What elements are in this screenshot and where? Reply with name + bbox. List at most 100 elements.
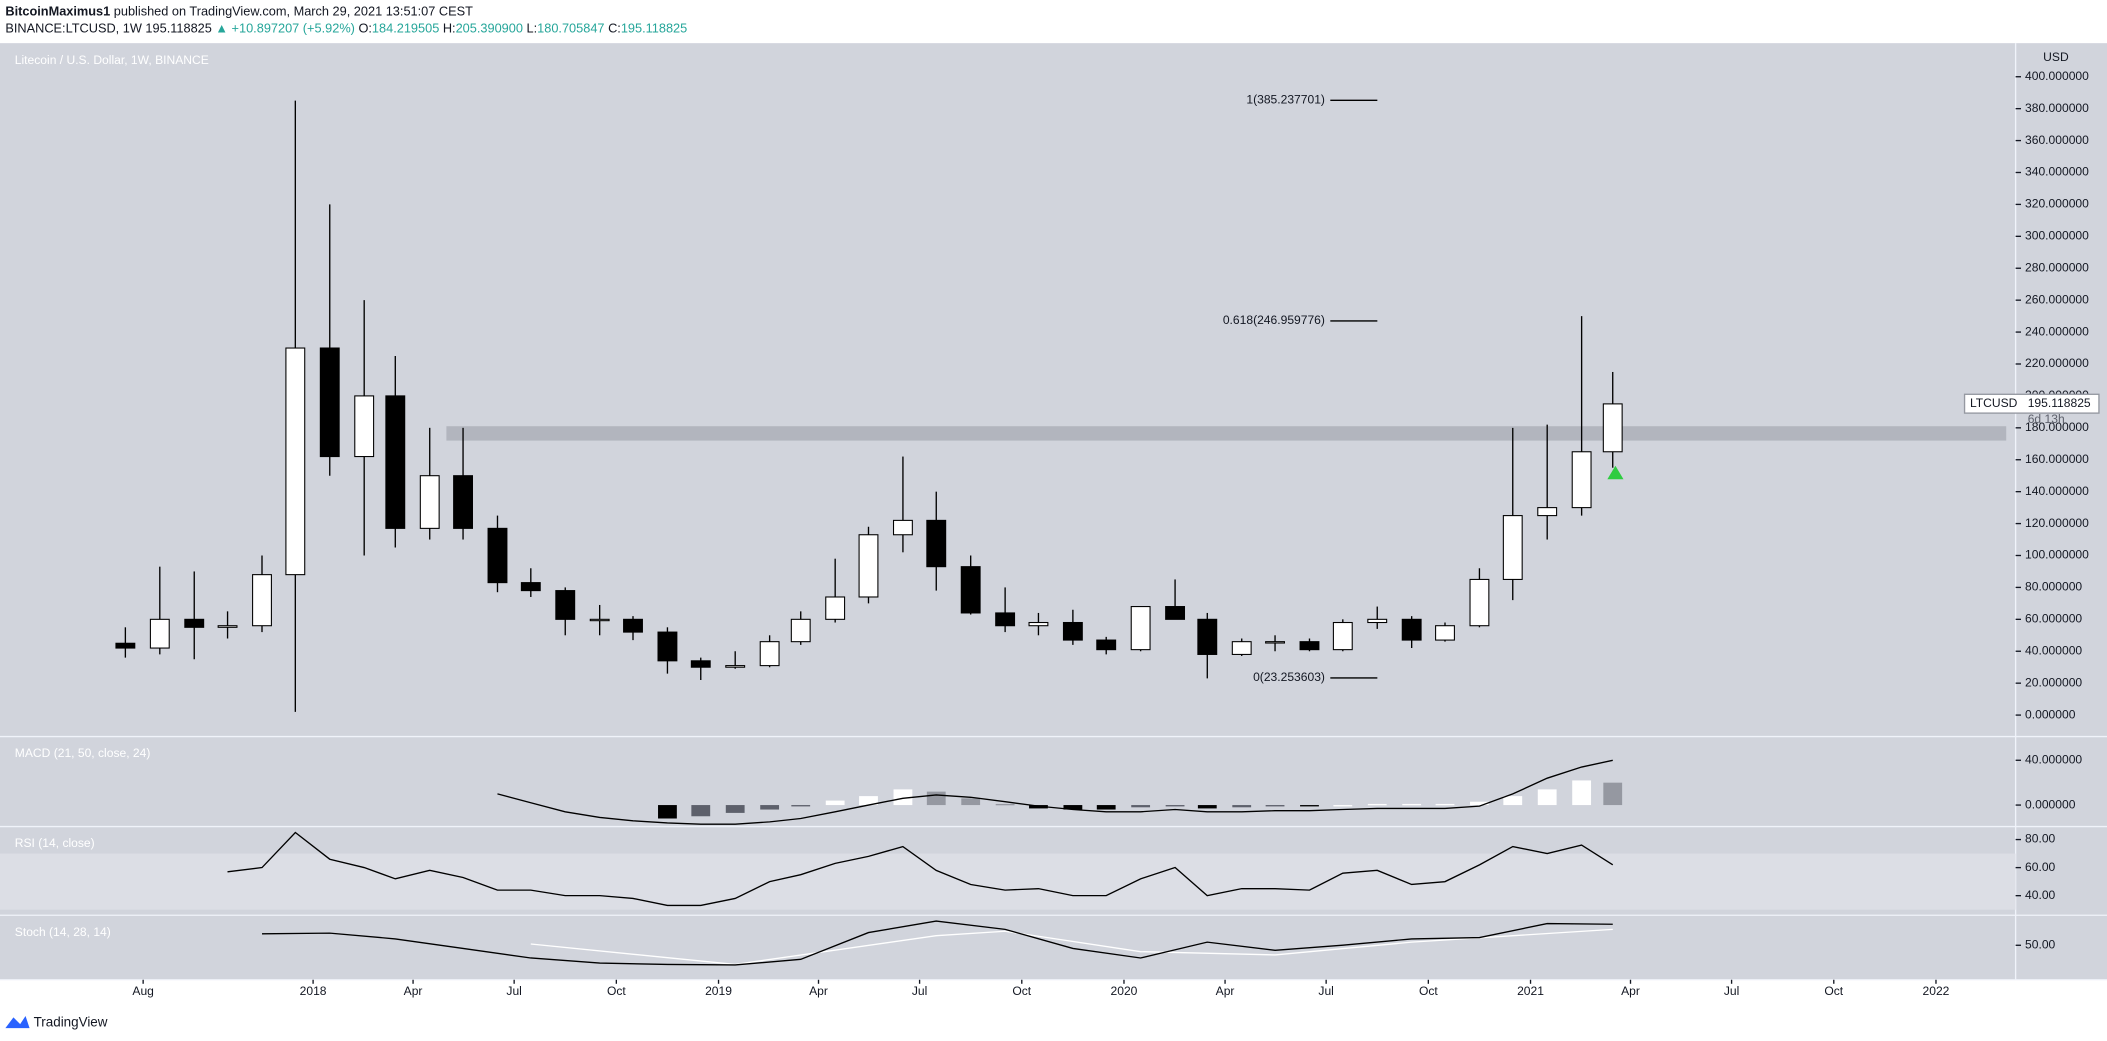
candle-body <box>1571 451 1592 509</box>
candle-body <box>1028 621 1049 627</box>
candle-body <box>690 660 711 668</box>
signal-marker <box>1607 465 1624 480</box>
price-tag-bg <box>1963 393 2100 414</box>
histogram-bar <box>658 805 677 819</box>
candle-body <box>555 590 576 620</box>
y-tick-label: 0.000000 <box>2025 797 2076 811</box>
candle-body <box>1469 578 1490 627</box>
histogram-bar <box>1402 803 1422 806</box>
x-tick-label: Oct <box>607 984 626 998</box>
x-tick-label: Jul <box>1318 984 1333 998</box>
y-tick-label: 120.000000 <box>2025 516 2089 530</box>
histogram-bar <box>1603 782 1623 806</box>
y-tick-label: 220.000000 <box>2025 356 2089 370</box>
histogram-bar <box>1470 801 1489 806</box>
indicator-title: RSI (14, close) <box>15 836 95 850</box>
candle-body <box>1602 403 1623 453</box>
x-tick-label: 2019 <box>705 984 732 998</box>
histogram-bar <box>825 800 845 806</box>
fib-label: 1(385.237701) <box>1246 92 1325 106</box>
candle-body <box>217 625 238 628</box>
candle-body <box>1401 618 1422 641</box>
indicator-pane <box>0 831 2016 910</box>
y-tick-label: 40.000000 <box>2025 752 2082 766</box>
histogram-bar <box>1572 780 1592 806</box>
histogram-bar <box>1300 805 1319 807</box>
candle-body <box>385 395 406 529</box>
c-label: C: <box>608 21 621 36</box>
histogram-bar <box>1096 805 1116 810</box>
x-tick-label: Apr <box>1216 984 1235 998</box>
candle-body <box>1265 641 1285 644</box>
candle-body <box>960 566 981 614</box>
histogram-bar <box>1232 805 1252 808</box>
candle-body <box>858 534 879 598</box>
candle-body <box>319 347 340 458</box>
candle-body <box>1231 641 1252 655</box>
histogram-bar <box>791 805 811 807</box>
candle-body <box>790 618 811 643</box>
histogram-bar <box>1063 805 1083 810</box>
candle-body <box>1197 618 1218 655</box>
published: published on TradingView.com, March 29, … <box>114 4 473 19</box>
candle-body <box>995 612 1016 627</box>
histogram-bar <box>926 791 946 806</box>
y-tick-label: 0.000000 <box>2025 707 2076 721</box>
histogram-bar <box>961 798 981 806</box>
candle-body <box>115 642 136 649</box>
candle-body <box>589 618 610 622</box>
indicator-line <box>497 759 1613 825</box>
candle-body <box>623 618 643 633</box>
l-label: L: <box>527 21 538 36</box>
indicator-line <box>262 920 1613 966</box>
histogram-bar <box>1265 805 1285 807</box>
x-tick-label: Oct <box>1419 984 1438 998</box>
last: 195.118825 <box>145 21 211 36</box>
y-tick-label: 180.000000 <box>2025 420 2089 434</box>
candle-body <box>1062 621 1083 641</box>
y-tick-label: 280.000000 <box>2025 260 2089 274</box>
footer-brand: TradingView <box>34 1014 108 1029</box>
change: ▲ +10.897207 (+5.92%) <box>215 21 355 36</box>
histogram-bar <box>859 796 878 806</box>
histogram-bar <box>1503 796 1523 806</box>
x-tick-label: 2021 <box>1517 984 1544 998</box>
y-tick-label: 360.000000 <box>2025 133 2089 147</box>
y-tick-label: 100.000000 <box>2025 548 2089 562</box>
candle-body <box>926 519 947 568</box>
candle-body <box>759 641 780 667</box>
x-tick-label: Apr <box>404 984 423 998</box>
candle-body <box>1537 507 1558 517</box>
y-tick-label: 80.000000 <box>2025 580 2082 594</box>
y-tick-label: 140.000000 <box>2025 484 2089 498</box>
footer-logo <box>5 1016 30 1029</box>
y-tick-label: 50.00 <box>2025 937 2056 951</box>
histogram-bar <box>725 805 745 813</box>
candle-body <box>1299 641 1320 651</box>
indicator-pane <box>262 920 1613 966</box>
candle-body <box>419 475 440 529</box>
fib-label: 0.618(246.959776) <box>1223 313 1325 327</box>
candle-body <box>1332 621 1353 651</box>
price-tag-value: 195.118825 <box>2028 396 2091 410</box>
histogram-bar <box>1165 805 1185 807</box>
chart-title: Litecoin / U.S. Dollar, 1W, BINANCE <box>15 53 209 67</box>
candle-body <box>1130 606 1151 651</box>
y-tick-label: 160.000000 <box>2025 452 2089 466</box>
candle-body <box>1435 625 1455 641</box>
candle-body <box>657 631 678 662</box>
x-tick-label: Oct <box>1012 984 1031 998</box>
symbol-line: BINANCE:LTCUSD, 1W 195.118825 ▲ +10.8972… <box>5 21 687 36</box>
indicator-line <box>227 831 1614 907</box>
histogram-bar <box>1333 805 1353 807</box>
histogram-bar <box>1537 789 1557 806</box>
o-value: 184.219505 <box>372 21 439 36</box>
candle-body <box>1502 515 1523 580</box>
histogram-bar <box>1435 803 1455 806</box>
chart-background <box>0 43 2107 980</box>
candle-body <box>184 618 205 628</box>
y-tick-label: 40.00 <box>2025 888 2056 902</box>
candle-body <box>487 527 508 584</box>
h-value: 205.390900 <box>456 21 523 36</box>
